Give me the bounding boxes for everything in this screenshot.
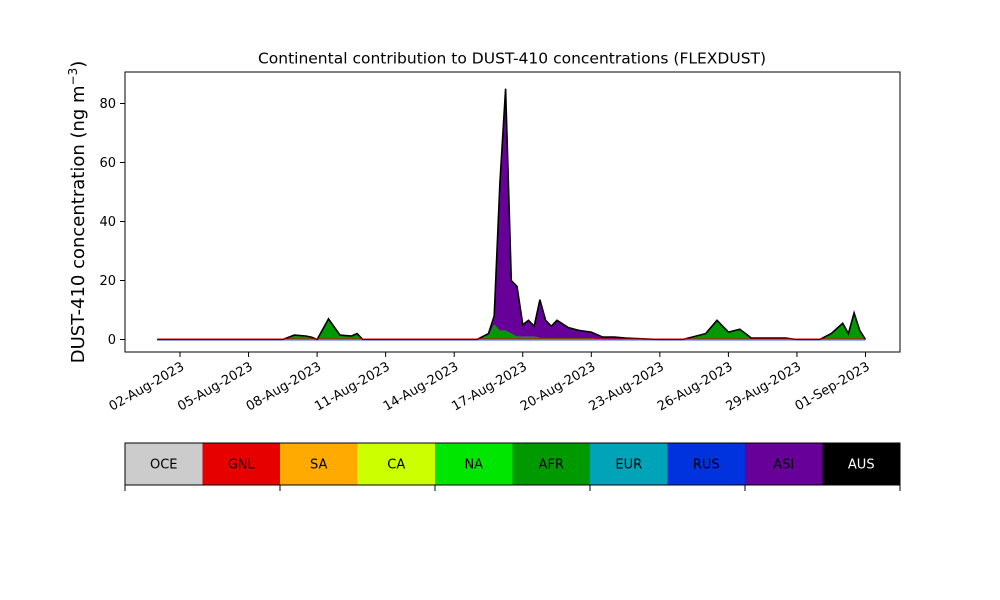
- legend-swatch-asi: [745, 443, 823, 485]
- legend-label-na: NA: [464, 458, 483, 473]
- x-tick-label: 26-Aug-2023: [655, 359, 735, 414]
- x-tick-label: 20-Aug-2023: [518, 359, 598, 414]
- legend-label-afr: AFR: [539, 458, 564, 473]
- y-tick-label: 60: [99, 156, 116, 171]
- chart-title: Continental contribution to DUST-410 con…: [258, 50, 766, 68]
- legend-swatch-ca: [357, 443, 436, 485]
- x-tick-label: 23-Aug-2023: [587, 359, 667, 414]
- legend-label-ca: CA: [387, 458, 405, 473]
- legend-label-oce: OCE: [150, 458, 178, 473]
- legend-label-eur: EUR: [615, 458, 642, 473]
- y-tick-label: 40: [99, 215, 116, 230]
- x-tick-label: 02-Aug-2023: [107, 359, 187, 414]
- legend-frame: [124, 442, 901, 486]
- legend-label-sa: SA: [310, 458, 327, 473]
- x-tick-label: 17-Aug-2023: [449, 359, 529, 414]
- x-tick-label: 05-Aug-2023: [175, 359, 255, 414]
- legend-swatch-eur: [590, 443, 668, 485]
- legend-swatch-sa: [280, 443, 358, 485]
- legend-label-gnl: GNL: [228, 458, 256, 473]
- legend-swatch-oce: [125, 443, 203, 485]
- x-tick-label: 14-Aug-2023: [381, 359, 461, 414]
- legend-label-aus: AUS: [848, 458, 875, 473]
- area-afr: [157, 312, 866, 340]
- legend-colorbar: OCE GNL SA CA NA AFR EUR RUS ASI AUS: [124, 442, 901, 491]
- x-tick-label: 29-Aug-2023: [724, 359, 804, 414]
- legend-swatch-na: [435, 443, 513, 485]
- stacked-areas: [157, 88, 867, 341]
- y-tick-label: 80: [99, 97, 116, 112]
- total-outline: [157, 88, 867, 341]
- area-asi: [157, 97, 866, 340]
- legend-label-asi: ASI: [773, 458, 794, 473]
- y-axis-label: DUST-410 concentration (ng m−3): [66, 61, 89, 364]
- legend-swatch-gnl: [202, 443, 281, 485]
- x-tick-label: 08-Aug-2023: [244, 359, 324, 414]
- y-tick-label: 20: [99, 274, 116, 289]
- x-tick-label: 01-Sep-2023: [793, 359, 873, 414]
- legend-swatch-rus: [667, 443, 746, 485]
- legend-label-rus: RUS: [693, 458, 720, 473]
- plot-frame: [124, 71, 901, 353]
- x-tick-label: 11-Aug-2023: [312, 359, 392, 414]
- y-tick-label: 0: [108, 333, 116, 348]
- legend-swatch-afr: [512, 443, 591, 485]
- legend-swatch-aus: [822, 443, 901, 485]
